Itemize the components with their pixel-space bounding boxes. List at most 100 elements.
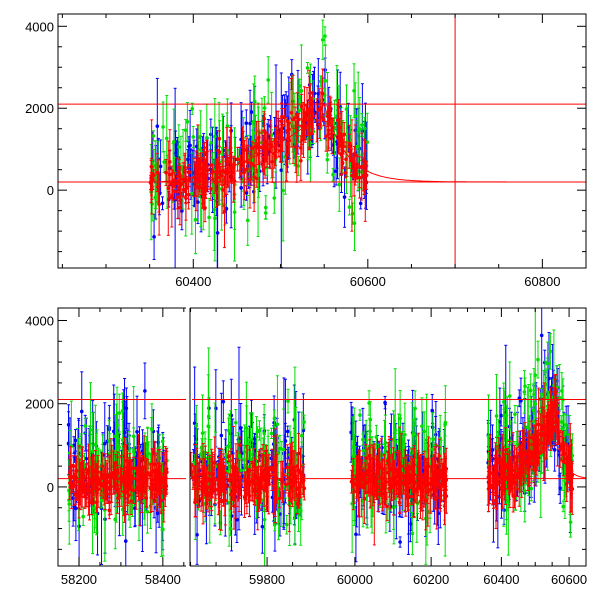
data-point: [187, 170, 191, 174]
data-point: [256, 142, 260, 146]
data-point: [237, 453, 242, 457]
data-point: [142, 499, 146, 504]
data-point: [325, 157, 330, 162]
data-point: [357, 175, 362, 180]
data-point: [179, 182, 183, 187]
data-point: [194, 423, 199, 428]
data-point: [104, 488, 109, 493]
data-point: [205, 136, 209, 140]
data-point: [82, 485, 86, 489]
data-point: [100, 498, 104, 503]
data-point: [216, 175, 220, 180]
data-point: [299, 89, 304, 93]
data-point: [145, 478, 149, 482]
data-point: [226, 444, 231, 448]
data-point: [221, 399, 226, 404]
data-point: [219, 433, 224, 438]
data-point: [188, 143, 192, 148]
data-point: [329, 116, 333, 121]
data-point: [83, 424, 88, 428]
data-point: [205, 164, 209, 168]
data-point: [107, 474, 112, 479]
data-point: [185, 157, 190, 162]
data-point: [301, 119, 305, 124]
bottom-panel: 58200 58400 59800 60000 60200 60400 6060002000…: [25, 307, 587, 587]
data-point: [365, 140, 370, 144]
data-point: [301, 428, 306, 433]
data-point: [266, 78, 270, 82]
data-point: [203, 206, 207, 210]
data-point: [148, 473, 153, 478]
data-point: [177, 145, 181, 149]
data-point: [120, 409, 125, 413]
data-point: [336, 124, 341, 129]
segment-points: [189, 346, 307, 566]
data-point: [279, 168, 284, 173]
data-point: [157, 202, 161, 207]
data-point: [244, 191, 249, 195]
data-point: [107, 439, 111, 443]
data-point: [349, 158, 354, 163]
data-point: [190, 191, 194, 196]
data-point: [228, 526, 233, 531]
data-point: [239, 186, 243, 190]
data-point: [86, 468, 91, 473]
data-point: [305, 66, 310, 70]
data-point: [272, 416, 277, 421]
data-point: [281, 188, 285, 193]
data-point: [175, 195, 180, 200]
data-point: [240, 144, 245, 149]
data-point: [178, 205, 182, 210]
data-point: [173, 189, 178, 194]
data-point: [363, 160, 368, 165]
data-point: [260, 524, 265, 529]
data-point: [201, 162, 206, 166]
data-point: [176, 174, 180, 179]
data-point: [77, 524, 81, 529]
data-point: [285, 429, 290, 434]
x-tick-label: 60400: [175, 274, 211, 289]
data-point: [362, 126, 367, 131]
data-point: [262, 129, 267, 133]
data-point: [180, 209, 184, 213]
data-point: [111, 429, 116, 434]
data-point: [225, 124, 230, 128]
data-point: [225, 159, 229, 163]
data-point: [191, 135, 196, 139]
data-point: [155, 511, 160, 516]
model-curve: [149, 103, 586, 183]
x-tick-label: 60600: [350, 274, 386, 289]
data-point: [172, 139, 176, 144]
data-point: [152, 235, 156, 239]
data-point: [200, 431, 205, 435]
data-point: [245, 218, 250, 223]
data-point: [320, 91, 325, 96]
data-point: [299, 433, 304, 438]
data-point: [81, 514, 85, 519]
data-point: [307, 107, 311, 112]
x-tick-label: 60800: [524, 274, 560, 289]
data-point: [142, 481, 147, 485]
data-point: [212, 207, 217, 212]
data-point: [358, 201, 363, 206]
data-point: [129, 499, 133, 504]
top-frame: [57, 13, 587, 269]
data-point: [77, 493, 82, 497]
data-point: [235, 157, 240, 162]
top-panel: 0 2000 4000 60400 60600 60800: [25, 13, 587, 289]
data-point: [101, 484, 105, 488]
data-point: [68, 474, 72, 479]
data-point: [155, 124, 160, 128]
data-point: [131, 466, 136, 471]
data-point: [196, 200, 200, 204]
data-point: [183, 169, 187, 174]
data-point: [248, 457, 252, 461]
data-point: [194, 163, 198, 168]
data-point: [99, 481, 103, 486]
data-point: [234, 420, 238, 425]
data-point: [353, 114, 358, 118]
data-point: [353, 153, 358, 157]
data-point: [158, 164, 163, 169]
data-point: [67, 502, 72, 506]
data-point: [254, 144, 258, 149]
